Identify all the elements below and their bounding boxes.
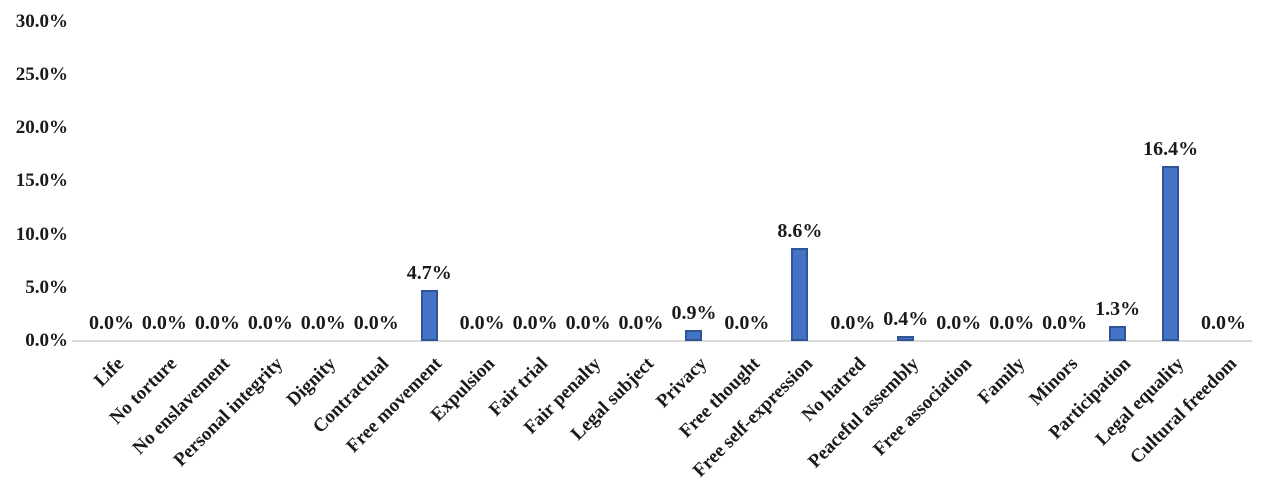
x-axis-category-label: Free movement [342,353,447,458]
data-label: 4.7% [406,261,452,284]
data-label: 0.0% [141,312,187,334]
y-axis-tick-label: 20.0% [15,117,68,139]
data-label: 0.0% [618,312,664,334]
data-label: 0.0% [1201,312,1247,334]
data-label: 0.0% [989,312,1035,334]
bar [1162,165,1180,341]
data-label: 0.0% [88,312,134,334]
data-label: 0.0% [459,312,505,334]
data-label: 0.0% [1042,312,1088,334]
y-axis-tick-label: 0.0% [25,330,68,351]
data-label: 0.0% [194,312,240,334]
data-label: 0.0% [565,312,611,334]
bar [685,330,703,341]
x-axis-category-label: Family [973,353,1029,409]
data-label: 1.3% [1095,298,1141,321]
bar [1109,326,1127,341]
data-label: 0.0% [936,312,982,334]
data-label: 8.6% [777,220,823,243]
y-axis-tick-label: 10.0% [15,223,68,245]
x-axis-category-label: Free association [869,353,976,461]
y-axis-tick-label: 30.0% [15,10,68,32]
data-label: 0.0% [724,312,770,334]
data-label: 0.0% [247,312,293,334]
data-label: 0.0% [353,312,399,334]
data-label: 0.0% [512,312,558,334]
data-label: 0.0% [300,312,346,334]
y-axis-tick-label: 15.0% [15,170,68,192]
bar [897,335,915,341]
data-label: 16.4% [1143,137,1199,160]
data-label: 0.9% [671,302,717,325]
x-axis-line [72,340,1252,342]
y-axis-tick-label: 5.0% [25,276,68,298]
data-label: 0.0% [830,312,876,334]
x-axis-category-label: Life [90,353,129,392]
y-axis-tick-label: 25.0% [15,64,68,85]
bar [420,289,438,341]
bar [791,248,809,341]
data-label: 0.4% [883,307,929,330]
